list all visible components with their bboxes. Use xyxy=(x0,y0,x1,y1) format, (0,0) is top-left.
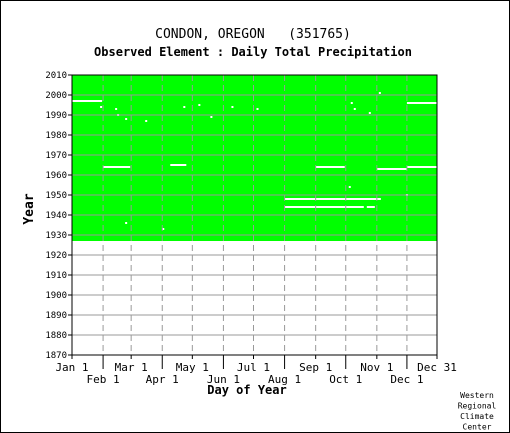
plot-area: 1870 1880 1890 1900 1910 1920 1930 1940 1950 1960… xyxy=(45,71,457,386)
y-axis-label: Year xyxy=(22,193,37,224)
data-coverage-block xyxy=(72,75,437,241)
y-tick-label: 1900 xyxy=(45,291,67,301)
credit-line: Center xyxy=(463,423,492,432)
missing-segment xyxy=(406,166,437,168)
missing-day xyxy=(378,92,381,94)
y-tick-label: 1890 xyxy=(45,311,67,321)
missing-segment xyxy=(103,166,131,168)
missing-day xyxy=(183,106,186,108)
x-tick-label: Oct 1 xyxy=(329,373,362,386)
missing-day xyxy=(348,186,351,188)
x-tick-label: Sep 1 xyxy=(299,361,332,374)
y-tick-label: 2010 xyxy=(45,71,67,81)
x-tick-label: Jul 1 xyxy=(237,361,270,374)
missing-day xyxy=(125,222,128,224)
missing-day xyxy=(256,108,259,110)
y-tick-label: 1950 xyxy=(45,191,67,201)
missing-day xyxy=(145,120,148,122)
credit-line: Western xyxy=(460,391,494,400)
chart-title: CONDON, OREGON (351765) xyxy=(155,27,351,42)
x-tick-label: Jun 1 xyxy=(207,373,240,386)
missing-day xyxy=(100,106,103,108)
missing-segment xyxy=(170,164,187,166)
missing-day xyxy=(125,118,128,120)
x-tick-label: Feb 1 xyxy=(87,373,120,386)
missing-segment xyxy=(315,166,345,168)
missing-segment xyxy=(376,168,407,170)
x-tick-label: Dec 31 xyxy=(417,361,457,374)
x-tick-label: Nov 1 xyxy=(360,361,393,374)
missing-segment xyxy=(72,100,103,102)
missing-segment xyxy=(284,206,364,208)
missing-segment xyxy=(406,102,437,104)
missing-segment xyxy=(284,198,381,200)
y-tick-label: 1940 xyxy=(45,211,67,221)
x-tick-label: Aug 1 xyxy=(268,373,301,386)
x-tick-label: May 1 xyxy=(176,361,209,374)
x-tick-label: Apr 1 xyxy=(146,373,179,386)
x-tick-label: Mar 1 xyxy=(115,361,148,374)
missing-day xyxy=(210,116,213,118)
missing-day xyxy=(353,108,356,110)
missing-day xyxy=(350,102,353,104)
y-tick-label: 2000 xyxy=(45,91,67,101)
missing-day xyxy=(231,106,234,108)
y-tick-label: 1990 xyxy=(45,111,67,121)
x-tick-label: Jan 1 xyxy=(55,361,88,374)
y-tick-label: 1870 xyxy=(45,351,67,361)
y-tick-label: 1980 xyxy=(45,131,67,141)
x-tick-label: Dec 1 xyxy=(390,373,423,386)
chart-subtitle: Observed Element : Daily Total Precipita… xyxy=(94,45,412,59)
missing-day xyxy=(368,112,371,114)
y-tick-label: 1970 xyxy=(45,151,67,161)
missing-day xyxy=(198,104,201,106)
x-axis-label: Day of Year xyxy=(207,383,286,397)
y-tick-label: 1960 xyxy=(45,171,67,181)
missing-segment xyxy=(366,206,375,208)
y-tick-label: 1920 xyxy=(45,251,67,261)
credit-line: Climate xyxy=(460,412,494,421)
missing-day xyxy=(162,228,165,230)
missing-day xyxy=(115,108,118,110)
y-tick-label: 1910 xyxy=(45,271,67,281)
credit-line: Regional xyxy=(458,402,497,411)
y-tick-label: 1930 xyxy=(45,231,67,241)
y-tick-label: 1880 xyxy=(45,331,67,341)
